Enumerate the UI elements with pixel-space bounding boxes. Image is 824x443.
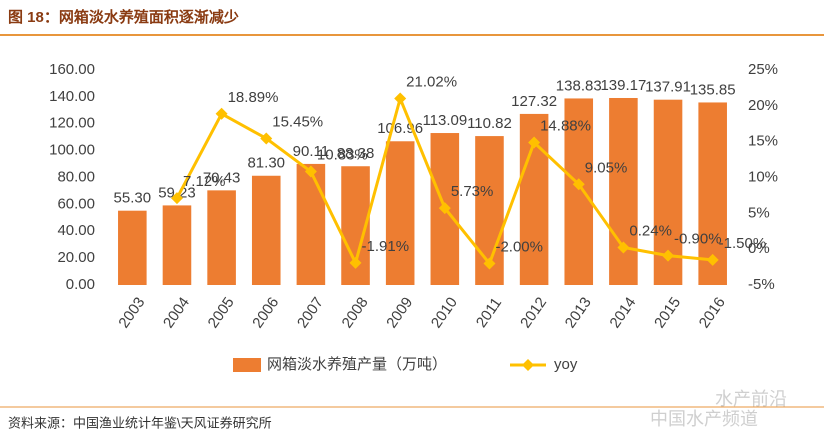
- x-tick-label: 2010: [428, 294, 461, 331]
- bar: [162, 205, 192, 285]
- line-label: -0.90%: [674, 231, 722, 248]
- bar-label: 70.43: [203, 169, 241, 186]
- bar: [118, 210, 147, 285]
- source: 资料来源：中国渔业统计年鉴\天风证券研究所: [8, 415, 272, 430]
- line-marker: [349, 256, 362, 269]
- y-tick-label: 20.00: [57, 249, 95, 266]
- x-tick-label: 2013: [562, 294, 595, 331]
- bar-label: 127.32: [511, 93, 557, 110]
- line-label: -1.91%: [362, 238, 410, 255]
- line-label: 14.88%: [540, 117, 591, 134]
- bar-label: 137.91: [645, 79, 691, 96]
- bar: [251, 175, 281, 285]
- line-label: 5.73%: [451, 183, 494, 200]
- line-label: 18.89%: [228, 89, 279, 106]
- bar-label: 139.17: [600, 77, 646, 94]
- y2-tick-label: 20%: [748, 97, 778, 114]
- bar-label: 138.83: [556, 77, 602, 94]
- bar-label: 113.09: [422, 112, 467, 129]
- x-tick-label: 2008: [339, 294, 372, 331]
- line-label: -1.50%: [719, 235, 767, 252]
- y2-tick-label: 10%: [748, 168, 778, 185]
- y-tick-label: 120.00: [49, 115, 95, 132]
- y2-tick-label: 5%: [748, 204, 770, 221]
- x-tick-label: 2012: [517, 294, 550, 331]
- bar: [609, 97, 638, 285]
- watermark: 中国水产频道: [650, 409, 758, 429]
- line-marker: [706, 253, 719, 266]
- bar-label: 88.38: [337, 145, 375, 162]
- x-tick-label: 2009: [383, 294, 416, 331]
- y-tick-label: 140.00: [49, 88, 95, 105]
- x-tick-label: 2004: [160, 294, 193, 331]
- legend-swatch: [233, 358, 261, 372]
- y2-tick-label: 15%: [748, 133, 778, 150]
- line-marker: [304, 165, 317, 178]
- bar-label: 110.82: [467, 115, 512, 132]
- bar-label: 90.11: [293, 143, 329, 160]
- line-label: 7.12%: [183, 173, 226, 190]
- line-marker: [438, 202, 451, 215]
- line-marker: [394, 92, 407, 105]
- y-tick-label: 100.00: [49, 142, 95, 159]
- line-marker: [483, 257, 496, 270]
- watermark: 水产前沿: [715, 389, 787, 409]
- line-label: -2.00%: [495, 238, 543, 255]
- line-marker: [528, 136, 541, 149]
- y-tick-label: 160.00: [49, 61, 95, 78]
- x-tick-label: 2006: [249, 294, 282, 331]
- bar-label: 135.85: [690, 81, 736, 98]
- line-marker: [170, 192, 183, 205]
- x-tick-label: 2003: [115, 294, 148, 331]
- y2-tick-label: 25%: [748, 61, 778, 78]
- line-label: 9.05%: [585, 159, 628, 176]
- line-label: 10.83%: [317, 147, 368, 164]
- bar: [385, 141, 415, 285]
- bar-label: 55.30: [114, 190, 152, 207]
- y-tick-label: 0.00: [66, 276, 95, 293]
- bar: [564, 98, 594, 285]
- x-tick-label: 2007: [294, 294, 327, 331]
- line-marker: [572, 178, 585, 191]
- x-tick-label: 2011: [473, 295, 505, 331]
- x-tick-label: 2005: [205, 294, 238, 331]
- line-marker: [617, 241, 630, 254]
- bar-label: 81.30: [247, 155, 285, 172]
- y-tick-label: 40.00: [57, 222, 95, 239]
- line-marker: [662, 249, 675, 262]
- y-tick-label: 60.00: [57, 195, 95, 212]
- line-label: 15.45%: [272, 113, 323, 130]
- legend-label: yoy: [554, 356, 578, 373]
- x-tick-label: 2016: [696, 294, 729, 331]
- chart-title: 图 18：网箱淡水养殖面积逐渐减少: [8, 8, 239, 26]
- x-tick-label: 2015: [651, 294, 684, 331]
- y-tick-label: 80.00: [57, 168, 95, 185]
- legend-label: 网箱淡水养殖产量（万吨）: [267, 356, 447, 373]
- bar: [296, 163, 326, 285]
- y2-tick-label: -5%: [748, 276, 775, 293]
- y2-tick-label: 0%: [748, 240, 770, 257]
- line-label: 21.02%: [406, 73, 457, 90]
- bar: [207, 190, 236, 285]
- line-label: 0.24%: [629, 222, 672, 239]
- line-marker: [215, 107, 228, 120]
- legend-swatch: [522, 359, 534, 371]
- x-tick-label: 2014: [606, 294, 639, 331]
- line-marker: [260, 132, 273, 145]
